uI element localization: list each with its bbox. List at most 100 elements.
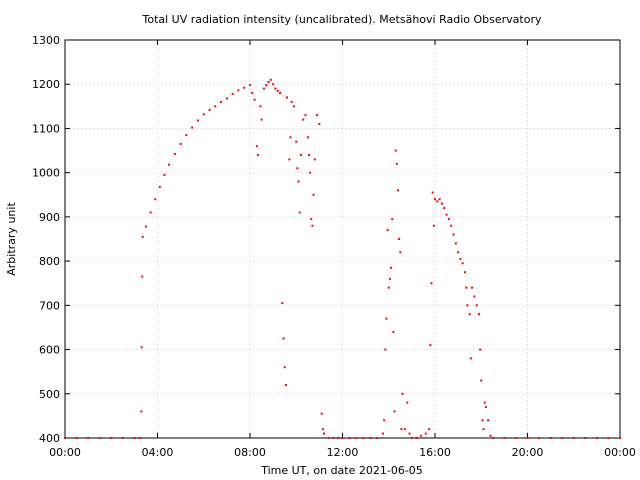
data-point	[141, 275, 144, 278]
data-point	[302, 118, 305, 121]
x-axis-ticks: 00:00 04:00 08:00 12:00 16:00 20:00 00:00	[49, 40, 636, 459]
data-point	[440, 202, 443, 205]
y-tick-label: 500	[39, 388, 60, 401]
data-point	[482, 428, 485, 431]
data-point	[466, 304, 469, 307]
y-tick-label: 1200	[32, 78, 60, 91]
data-point	[607, 437, 610, 439]
data-point	[362, 437, 365, 439]
y-tick-label: 1100	[32, 122, 60, 135]
data-point	[121, 437, 124, 439]
data-point	[393, 410, 396, 413]
data-point	[139, 437, 142, 439]
data-point	[595, 437, 598, 439]
data-point	[251, 92, 254, 95]
data-point	[243, 86, 246, 89]
y-axis-ticks: 400 500 600 700 800 900 1000 1100 1200 1300	[32, 34, 620, 445]
data-point	[282, 337, 285, 340]
data-point	[420, 434, 423, 437]
data-point	[473, 295, 476, 298]
x-tick-label: 08:00	[234, 446, 266, 459]
data-point	[231, 92, 234, 95]
data-point	[538, 437, 541, 439]
grid	[65, 40, 620, 438]
data-point	[313, 158, 316, 161]
data-point	[395, 162, 398, 165]
data-point	[443, 207, 446, 210]
data-point	[284, 383, 287, 386]
data-point	[384, 348, 387, 351]
data-point	[297, 180, 300, 183]
data-point	[561, 437, 564, 439]
data-point	[479, 348, 482, 351]
data-point	[237, 89, 240, 92]
data-point	[355, 437, 358, 439]
data-point	[168, 163, 171, 166]
y-axis-label: Arbitrary unit	[5, 202, 18, 276]
data-point	[410, 437, 413, 439]
data-point	[471, 286, 473, 289]
data-point	[320, 412, 323, 415]
data-point	[140, 410, 143, 413]
chart-title: Total UV radiation intensity (uncalibrat…	[142, 13, 542, 26]
data-point	[208, 108, 211, 111]
x-tick-label: 16:00	[419, 446, 451, 459]
data-point	[267, 81, 270, 84]
data-point	[262, 87, 265, 90]
data-point	[255, 145, 258, 148]
x-tick-label: 20:00	[512, 446, 544, 459]
data-point	[312, 193, 315, 196]
data-point	[202, 113, 205, 116]
x-tick-label: 04:00	[142, 446, 174, 459]
data-point	[259, 105, 262, 108]
data-point	[484, 406, 487, 409]
data-point	[220, 100, 223, 103]
data-point	[430, 282, 433, 285]
data-point	[464, 271, 467, 274]
data-point	[298, 211, 301, 214]
x-tick-label: 00:00	[49, 446, 81, 459]
data-point	[64, 437, 66, 439]
data-point	[336, 437, 339, 439]
data-point	[584, 437, 587, 439]
data-point	[383, 419, 386, 422]
data-point	[386, 229, 389, 232]
data-point	[388, 277, 391, 280]
data-point	[483, 401, 486, 404]
data-point	[173, 153, 176, 156]
data-point	[429, 344, 432, 347]
data-point	[461, 262, 464, 265]
data-point	[450, 224, 453, 227]
data-point	[381, 432, 384, 435]
data-point	[249, 84, 251, 87]
data-point	[572, 437, 575, 439]
data-point	[385, 317, 388, 320]
data-point	[269, 78, 272, 81]
data-point	[310, 218, 313, 221]
data-point	[110, 437, 113, 439]
data-point	[311, 224, 314, 227]
data-point	[286, 96, 288, 99]
data-point	[154, 198, 157, 201]
data-point	[253, 98, 256, 101]
data-point	[318, 123, 321, 126]
data-point	[452, 233, 455, 236]
data-points	[64, 78, 621, 439]
data-point	[75, 437, 78, 439]
data-point	[214, 105, 217, 108]
data-point	[295, 140, 298, 143]
data-point	[327, 437, 330, 439]
data-point	[436, 200, 439, 203]
data-point	[265, 84, 268, 87]
data-point	[454, 242, 457, 245]
data-point	[445, 213, 448, 216]
data-point	[279, 92, 282, 95]
data-point	[307, 153, 310, 156]
data-point	[144, 225, 147, 228]
data-point	[438, 198, 441, 201]
data-point	[549, 437, 552, 439]
x-tick-label: 00:00	[604, 446, 636, 459]
data-point	[196, 119, 199, 122]
